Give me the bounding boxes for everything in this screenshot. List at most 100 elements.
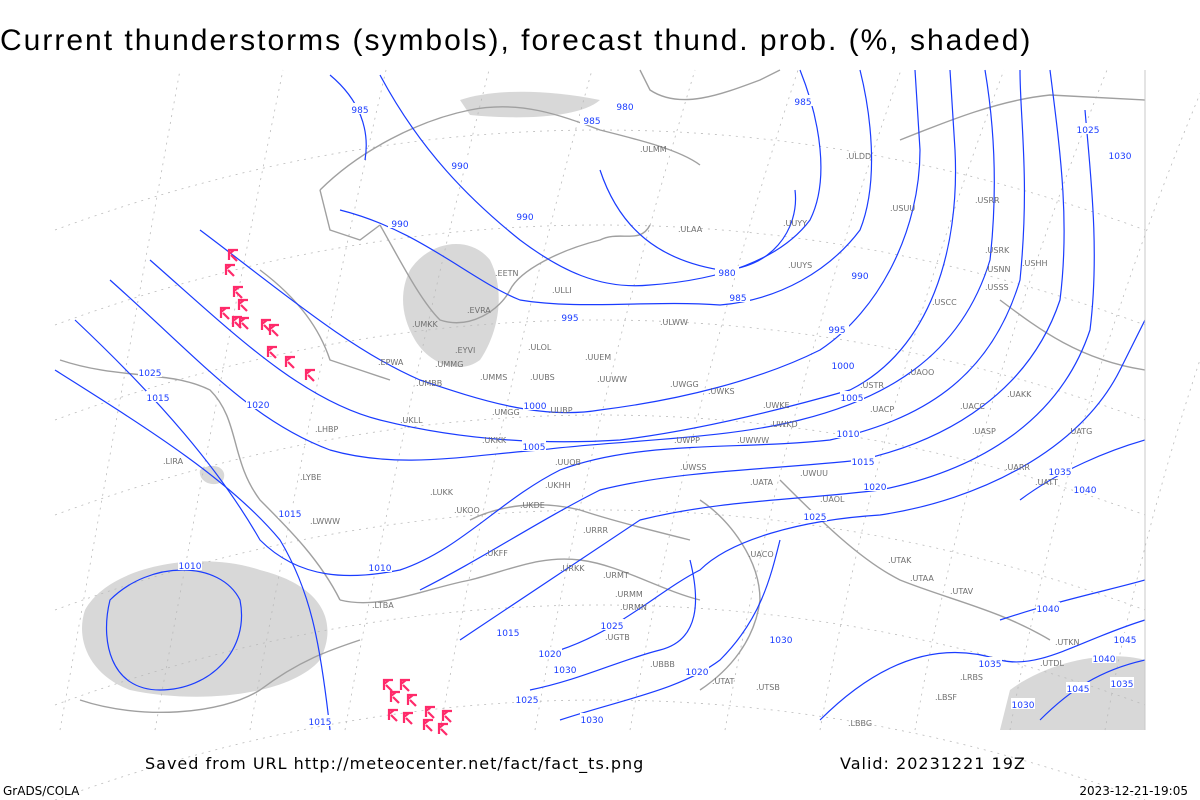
- isobar-label: 1040: [1074, 486, 1097, 496]
- isobar-label: 1020: [247, 401, 270, 411]
- station-label: .UWKS: [708, 387, 735, 396]
- isobar-line: [199, 69, 921, 414]
- software-credit: GrADS/COLA: [3, 784, 80, 798]
- generated-timestamp: 2023-12-21-19:05: [1079, 784, 1188, 798]
- isobar-label-bg: [791, 95, 815, 106]
- isobar-label: 1030: [770, 636, 793, 646]
- station-label: .UACC: [960, 402, 985, 411]
- isobar-label-bg: [851, 455, 875, 466]
- isobar-line: [329, 74, 367, 161]
- shaded-area: [403, 243, 499, 368]
- station-label: .LUKK: [430, 488, 454, 497]
- isobar-label-bg: [368, 561, 392, 572]
- isobar-label: 1020: [686, 668, 709, 678]
- parallel: [54, 414, 1146, 516]
- station-label: .UATT: [1035, 478, 1058, 487]
- isobar-label-bg: [553, 663, 577, 674]
- station-label: .LBSF: [935, 693, 957, 702]
- station-label: .UMGG: [492, 408, 520, 417]
- station-label: .UMMG: [435, 360, 463, 369]
- parallel: [54, 509, 1146, 611]
- parallel: [54, 129, 1146, 231]
- coastline: [79, 639, 361, 714]
- station-label: .URKK: [560, 564, 585, 573]
- isobar-line: [339, 69, 873, 306]
- station-label: .URMT: [603, 571, 629, 580]
- isobar-label-bg: [522, 440, 546, 451]
- station-label: .UTAV: [950, 587, 974, 596]
- isobar-line: [379, 69, 822, 287]
- station-label: .UAKK: [1007, 390, 1032, 399]
- isobar-label-bg: [308, 715, 332, 726]
- isobar-line: [459, 109, 1095, 641]
- isobar-line: [105, 569, 243, 691]
- isobar-line: [109, 69, 995, 461]
- thunderstorm-icon: [402, 711, 413, 725]
- station-label: .USSS: [985, 283, 1009, 292]
- shaded-area: [460, 91, 600, 118]
- isobar-label-bg: [448, 159, 472, 170]
- station-label: .UKOO: [454, 506, 480, 515]
- isobar-label: 985: [351, 106, 368, 116]
- station-label: .UWSS: [680, 463, 706, 472]
- isobar-label-bg: [515, 693, 539, 704]
- isobar-label-bg: [146, 391, 170, 402]
- station-label: .UAOO: [908, 368, 934, 377]
- thunderstorm-icon: [238, 316, 249, 330]
- station-label: .UTAA: [910, 574, 934, 583]
- parallel: [54, 604, 1146, 706]
- station-labels: .ULMM .ULAA .ULOL .UUEM .ULLI .EETN .EVRA .UMKK…: [163, 145, 1092, 728]
- thunderstorm-icon: [304, 368, 315, 382]
- thunderstorm-icon: [389, 690, 400, 704]
- station-label: .USNN: [985, 265, 1010, 274]
- isobar-line: [54, 369, 331, 731]
- isobar-label-bg: [803, 510, 827, 521]
- isobar-label-bg: [178, 559, 202, 570]
- isobar-label: 1015: [279, 510, 302, 520]
- station-label: .USRK: [985, 246, 1010, 255]
- coastline: [319, 189, 381, 241]
- saved-from-url: Saved from URL http://meteocenter.net/fa…: [145, 754, 645, 773]
- isobar-label-bg: [538, 647, 562, 658]
- coastline: [639, 69, 781, 101]
- isobar-label: 1025: [139, 369, 162, 379]
- coastline: [379, 224, 511, 324]
- meridian: [344, 69, 490, 731]
- thunderstorm-icon: [382, 678, 393, 692]
- station-label: .UKHH: [545, 481, 571, 490]
- isobar-label-bg: [1073, 483, 1097, 494]
- station-label: .UWKD: [770, 420, 798, 429]
- meridian: [1009, 92, 1200, 731]
- isobar-label: 1030: [581, 716, 604, 726]
- isobar-label: 990: [391, 220, 408, 230]
- thunderstorm-icon: [268, 323, 279, 337]
- isobar-label: 1020: [864, 483, 887, 493]
- station-label: .EYVI: [455, 346, 475, 355]
- meridian: [439, 69, 593, 731]
- station-label: .UKKK: [482, 436, 507, 445]
- isobar-label-bg: [278, 507, 302, 518]
- station-label: .UTAT: [712, 677, 735, 686]
- station-label: .UTAK: [888, 556, 912, 565]
- isobar-label-bg: [388, 217, 412, 228]
- station-label: .LBBG: [848, 719, 872, 728]
- coastline: [339, 558, 701, 604]
- isobar-label: 990: [851, 272, 868, 282]
- station-label: .UTKN: [1055, 638, 1080, 647]
- station-label: .UUBP: [548, 406, 573, 415]
- station-label: .UWUU: [800, 469, 828, 478]
- thunderstorm-icon: [399, 678, 410, 692]
- meridian: [249, 69, 387, 731]
- isobar-label-bg: [685, 665, 709, 676]
- isobar-line: [599, 169, 797, 271]
- station-label: .USCC: [932, 298, 957, 307]
- station-label: .USUU: [890, 204, 915, 213]
- station-label: .UMKK: [412, 320, 439, 329]
- station-label: .ULOL: [528, 343, 552, 352]
- station-label: .ULDD: [846, 152, 871, 161]
- station-label: .UUYY: [783, 219, 807, 228]
- isobar-label-bg: [1113, 633, 1137, 644]
- isobar-label-bg: [825, 323, 849, 334]
- station-label: .UWKE: [763, 401, 790, 410]
